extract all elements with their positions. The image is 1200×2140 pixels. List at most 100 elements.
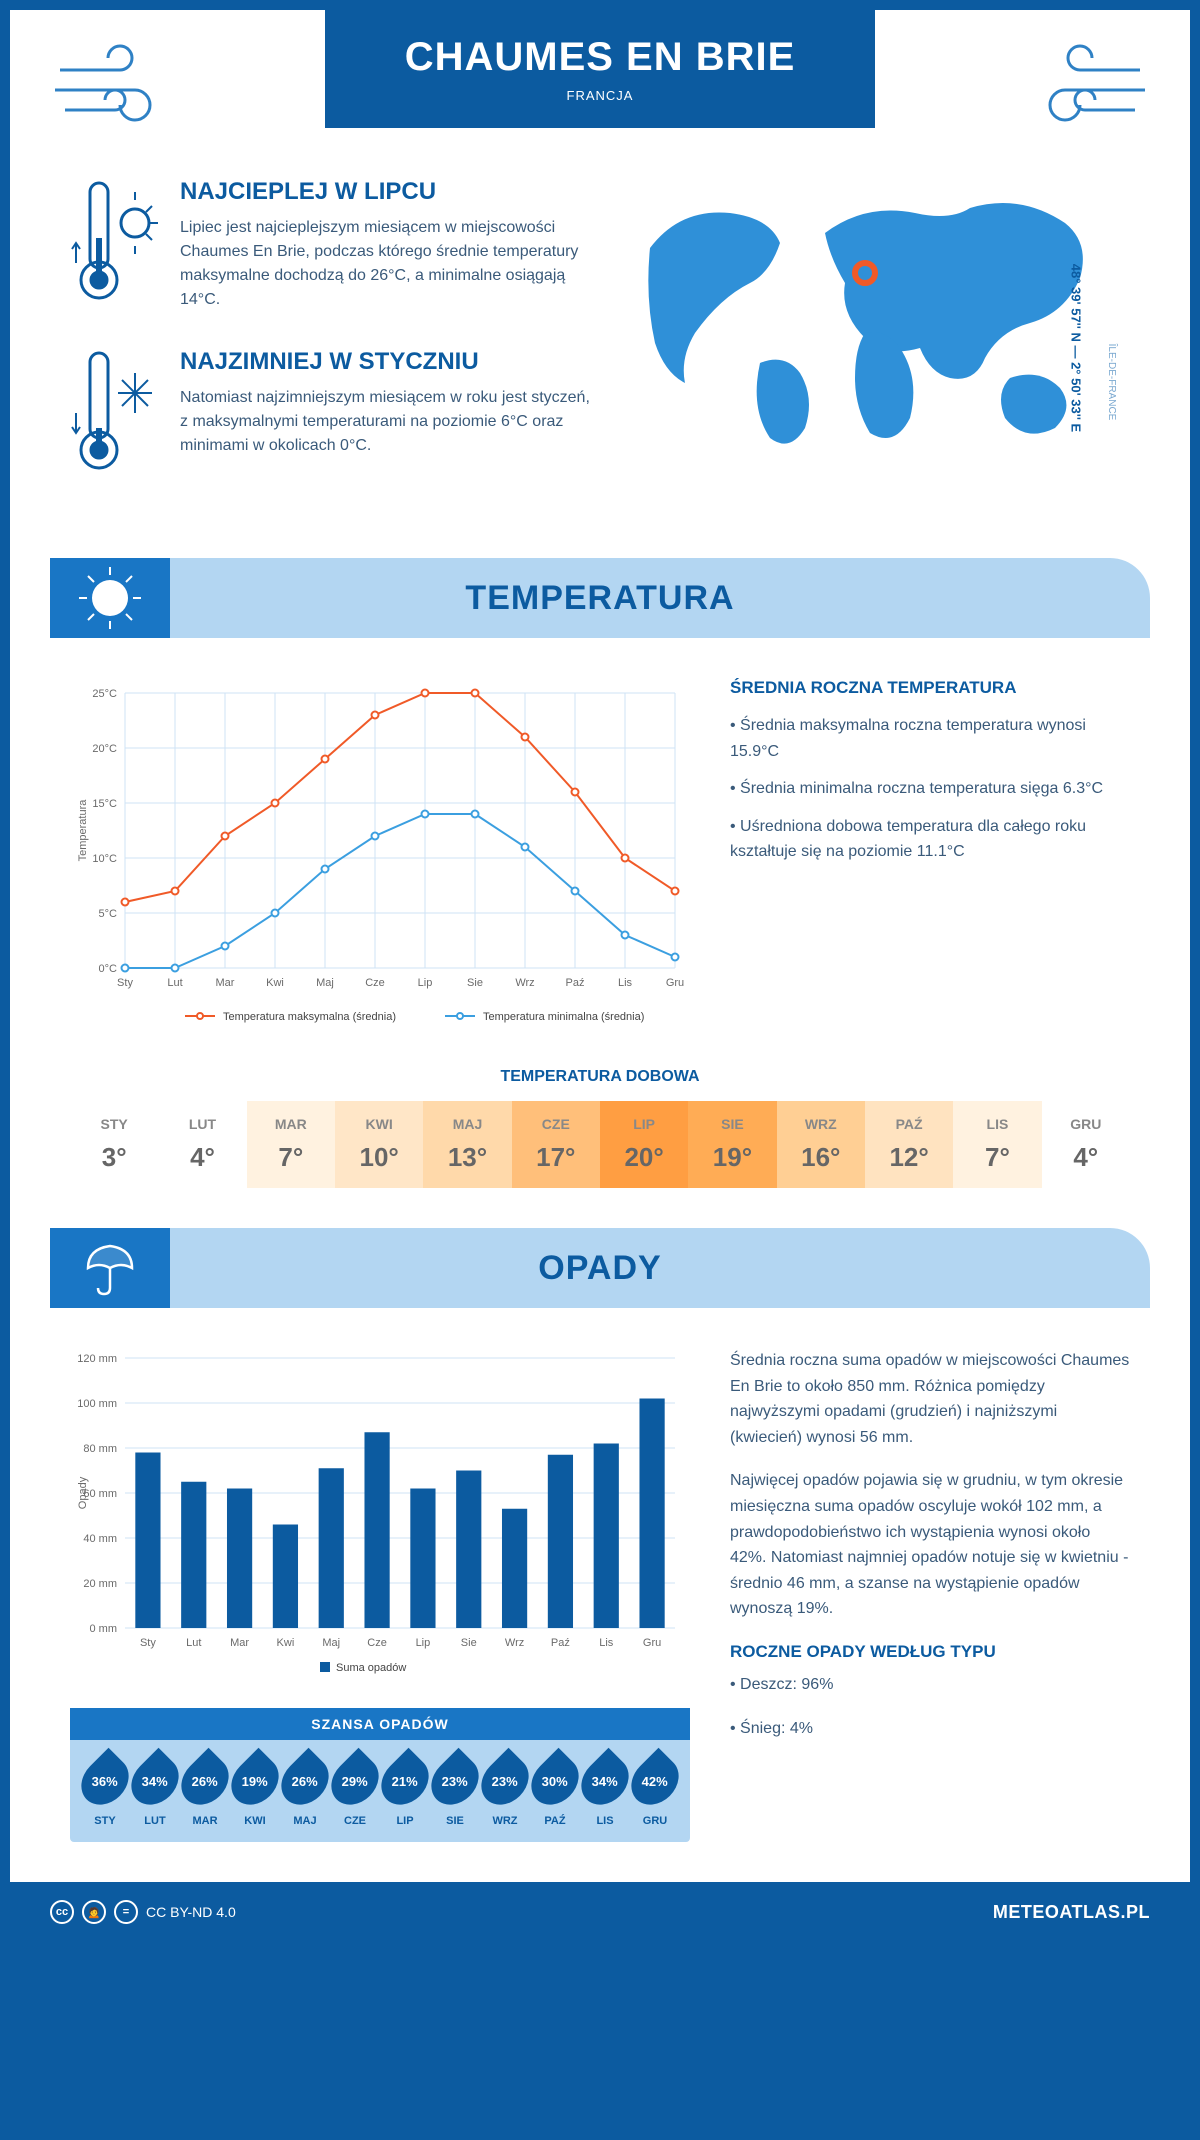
chance-cell: 36%STY	[84, 1755, 126, 1827]
svg-text:0°C: 0°C	[99, 963, 118, 975]
precipitation-section-header: OPADY	[50, 1228, 1150, 1308]
sun-icon	[50, 558, 170, 638]
svg-text:Temperatura minimalna (średnia: Temperatura minimalna (średnia)	[483, 1011, 644, 1023]
temperature-title: TEMPERATURA	[465, 579, 734, 618]
umbrella-icon	[50, 1228, 170, 1308]
cold-title: NAJZIMNIEJ W STYCZNIU	[180, 348, 590, 376]
wind-icon	[1020, 40, 1150, 135]
chance-cell: 23%SIE	[434, 1755, 476, 1827]
svg-text:Kwi: Kwi	[266, 977, 284, 989]
temp-bullet-1: • Średnia maksymalna roczna temperatura …	[730, 713, 1130, 764]
svg-text:Lip: Lip	[416, 1637, 431, 1649]
by-icon: 🙍	[82, 1900, 106, 1924]
daily-temp-cell: LIS7°	[953, 1101, 1041, 1188]
hot-block: NAJCIEPLEJ W LIPCU Lipiec jest najcieple…	[70, 178, 590, 313]
daily-temp-cell: LUT4°	[158, 1101, 246, 1188]
svg-text:Gru: Gru	[643, 1637, 661, 1649]
hot-title: NAJCIEPLEJ W LIPCU	[180, 178, 590, 206]
chance-cell: 29%CZE	[334, 1755, 376, 1827]
svg-text:Mar: Mar	[216, 977, 235, 989]
svg-text:Lut: Lut	[167, 977, 182, 989]
svg-text:Suma opadów: Suma opadów	[336, 1662, 406, 1674]
daily-temp-cell: CZE17°	[512, 1101, 600, 1188]
svg-text:Lis: Lis	[618, 977, 633, 989]
temp-bullet-2: • Średnia minimalna roczna temperatura s…	[730, 776, 1130, 802]
svg-text:Maj: Maj	[322, 1637, 340, 1649]
precip-para-2: Najwięcej opadów pojawia się w grudniu, …	[730, 1468, 1130, 1622]
daily-temp-cell: STY3°	[70, 1101, 158, 1188]
chance-cell: 34%LUT	[134, 1755, 176, 1827]
precipitation-bar-chart: 0 mm20 mm40 mm60 mm80 mm100 mm120 mmOpad…	[70, 1348, 690, 1842]
precip-para-1: Średnia roczna suma opadów w miejscowośc…	[730, 1348, 1130, 1450]
svg-text:10°C: 10°C	[92, 853, 117, 865]
chance-cell: 26%MAR	[184, 1755, 226, 1827]
chance-cell: 30%PAŹ	[534, 1755, 576, 1827]
daily-temp-title: TEMPERATURA DOBOWA	[70, 1068, 1130, 1086]
country-label: FRANCJA	[405, 88, 796, 103]
svg-text:Mar: Mar	[230, 1637, 249, 1649]
brand-label: METEOATLAS.PL	[993, 1902, 1150, 1923]
temp-bullet-3: • Uśredniona dobowa temperatura dla całe…	[730, 814, 1130, 865]
wind-icon	[50, 40, 180, 135]
thermometer-hot-icon	[70, 178, 160, 313]
svg-text:20 mm: 20 mm	[83, 1578, 117, 1590]
nd-icon: =	[114, 1900, 138, 1924]
chance-title: SZANSA OPADÓW	[70, 1708, 690, 1740]
svg-text:100 mm: 100 mm	[77, 1398, 117, 1410]
location-title: CHAUMES EN BRIE	[405, 35, 796, 80]
cc-icon: cc	[50, 1900, 74, 1924]
svg-text:Opady: Opady	[77, 1476, 89, 1509]
svg-text:Lis: Lis	[599, 1637, 614, 1649]
svg-text:20°C: 20°C	[92, 743, 117, 755]
svg-text:Temperatura: Temperatura	[77, 799, 89, 862]
license-text: CC BY-ND 4.0	[146, 1904, 236, 1920]
header-banner: CHAUMES EN BRIE FRANCJA	[325, 10, 876, 128]
hot-text: Lipiec jest najcieplejszym miesiącem w m…	[180, 216, 590, 312]
daily-temp-cell: KWI10°	[335, 1101, 423, 1188]
daily-temp-cell: MAR7°	[247, 1101, 335, 1188]
svg-text:40 mm: 40 mm	[83, 1533, 117, 1545]
cold-text: Natomiast najzimniejszym miesiącem w rok…	[180, 386, 590, 458]
svg-text:Cze: Cze	[367, 1637, 387, 1649]
cold-block: NAJZIMNIEJ W STYCZNIU Natomiast najzimni…	[70, 348, 590, 483]
precipitation-chance-box: SZANSA OPADÓW 36%STY34%LUT26%MAR19%KWI26…	[70, 1708, 690, 1842]
thermometer-cold-icon	[70, 348, 160, 483]
daily-temp-table: STY3°LUT4°MAR7°KWI10°MAJ13°CZE17°LIP20°S…	[70, 1101, 1130, 1188]
daily-temp-cell: PAŹ12°	[865, 1101, 953, 1188]
svg-text:Cze: Cze	[365, 977, 385, 989]
svg-text:Lut: Lut	[186, 1637, 201, 1649]
daily-temp-cell: SIE19°	[688, 1101, 776, 1188]
chance-cell: 34%LIS	[584, 1755, 626, 1827]
region-label: ÎLE-DE-FRANCE	[1106, 344, 1117, 421]
svg-text:Lip: Lip	[418, 977, 433, 989]
svg-text:Wrz: Wrz	[515, 977, 534, 989]
chance-cell: 19%KWI	[234, 1755, 276, 1827]
chance-cell: 42%GRU	[634, 1755, 676, 1827]
svg-text:25°C: 25°C	[92, 688, 117, 700]
svg-text:Kwi: Kwi	[277, 1637, 295, 1649]
chance-cell: 21%LIP	[384, 1755, 426, 1827]
precip-type-title: ROCZNE OPADY WEDŁUG TYPU	[730, 1642, 1130, 1662]
svg-text:120 mm: 120 mm	[77, 1353, 117, 1365]
license-block: cc 🙍 = CC BY-ND 4.0	[50, 1900, 236, 1924]
daily-temp-cell: MAJ13°	[423, 1101, 511, 1188]
coordinates: 48° 39' 57'' N — 2° 50' 33'' E	[1068, 264, 1083, 432]
footer: cc 🙍 = CC BY-ND 4.0 METEOATLAS.PL	[10, 1882, 1190, 1942]
precipitation-title: OPADY	[538, 1249, 661, 1288]
daily-temp-cell: GRU4°	[1042, 1101, 1130, 1188]
svg-text:Temperatura maksymalna (średni: Temperatura maksymalna (średnia)	[223, 1011, 396, 1023]
daily-temp-cell: LIP20°	[600, 1101, 688, 1188]
svg-text:0 mm: 0 mm	[90, 1623, 118, 1635]
temperature-section-header: TEMPERATURA	[50, 558, 1150, 638]
precip-rain: • Deszcz: 96%	[730, 1672, 1130, 1698]
temp-info-title: ŚREDNIA ROCZNA TEMPERATURA	[730, 678, 1130, 698]
precip-snow: • Śnieg: 4%	[730, 1716, 1130, 1742]
svg-text:Sty: Sty	[117, 977, 133, 989]
world-map: 48° 39' 57'' N — 2° 50' 33'' E ÎLE-DE-FR…	[630, 178, 1130, 518]
svg-text:Paź: Paź	[566, 977, 585, 989]
svg-text:Gru: Gru	[666, 977, 684, 989]
daily-temp-cell: WRZ16°	[777, 1101, 865, 1188]
svg-text:Sie: Sie	[467, 977, 483, 989]
svg-text:Wrz: Wrz	[505, 1637, 524, 1649]
svg-text:Sty: Sty	[140, 1637, 156, 1649]
